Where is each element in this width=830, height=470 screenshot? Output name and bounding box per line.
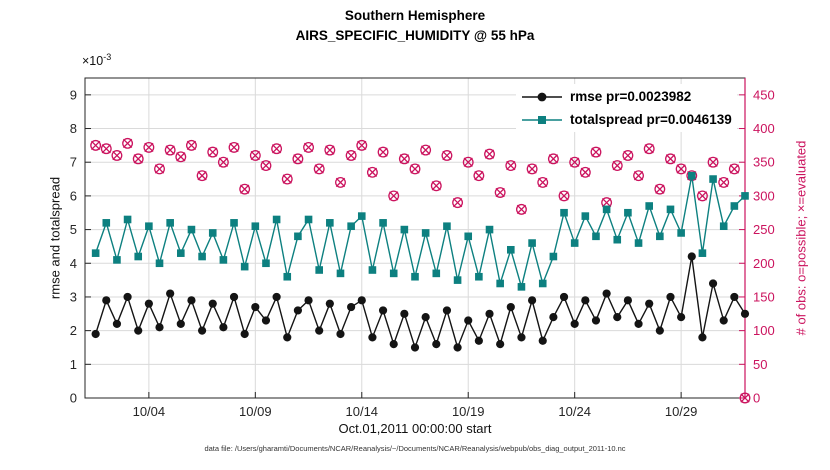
y-left-tick-label: 7 (70, 155, 77, 170)
y-right-tick-label: 300 (753, 188, 775, 203)
y-right-tick-label: 250 (753, 222, 775, 237)
legend-item-rmse: rmse pr=0.0023982 (521, 85, 732, 108)
y-left-tick-label: 0 (70, 391, 77, 406)
y-left-tick-label: 4 (70, 256, 77, 271)
x-tick-label: 10/04 (133, 404, 166, 419)
totalspread-series (91, 171, 749, 291)
legend-label-rmse: rmse pr=0.0023982 (570, 89, 692, 104)
y-right-tick-label: 450 (753, 87, 775, 102)
x-axis-label: Oct.01,2011 00:00:00 start (338, 421, 492, 436)
chart-subtitle: AIRS_SPECIFIC_HUMIDITY @ 55 hPa (295, 28, 535, 43)
x-tick-label: 10/24 (558, 404, 591, 419)
y-left-tick-label: 9 (70, 87, 77, 102)
y-right-tick-label: 100 (753, 323, 775, 338)
x-tick-label: 10/14 (346, 404, 379, 419)
y-right-tick-label: 350 (753, 155, 775, 170)
y-right-tick-label: 200 (753, 256, 775, 271)
legend-label-totalspread: totalspread pr=0.0046139 (570, 112, 732, 127)
axes: 10/04 10/09 10/14 10/19 10/24 10/29 0 1 2 3 4 5 6 7 8 9… (70, 77, 775, 419)
rmse-series (91, 252, 750, 352)
rmse-line-marker-icon (522, 92, 562, 101)
y-right-tick-label: 50 (753, 357, 767, 372)
page-title: Southern Hemisphere (344, 8, 486, 23)
x-tick-label: 10/19 (452, 404, 485, 419)
x-tick-label: 10/29 (665, 404, 698, 419)
exponent-base: ×10 (82, 54, 104, 69)
y-left-tick-label: 6 (70, 188, 77, 203)
y-left-tick-label: 1 (70, 357, 77, 372)
data-file-caption: data file: /Users/gharamti/Documents/NCA… (204, 444, 626, 453)
obs-possible-series (90, 137, 751, 404)
y-left-tick-label: 3 (70, 289, 77, 304)
right-axis-label: # of obs: o=possible; ×=evaluated (793, 140, 809, 336)
obs-evaluated-series (90, 138, 750, 403)
y-right-tick-label: 400 (753, 121, 775, 136)
legend-item-totalspread: totalspread pr=0.0046139 (521, 108, 732, 131)
exponent-power: -3 (103, 52, 112, 62)
y-left-tick-label: 8 (70, 121, 77, 136)
y-left-tick-label: 2 (70, 323, 77, 338)
totalspread-line-marker-icon (522, 115, 562, 124)
left-axis-label: rmse and totalspread (47, 176, 63, 300)
left-axis-exponent: ×10-3 (82, 52, 111, 68)
legend: rmse pr=0.0023982 totalspread pr=0.00461… (516, 84, 737, 132)
y-left-tick-label: 5 (70, 222, 77, 237)
y-right-tick-label: 0 (753, 391, 760, 406)
y-right-tick-label: 150 (753, 289, 775, 304)
x-tick-label: 10/09 (239, 404, 272, 419)
